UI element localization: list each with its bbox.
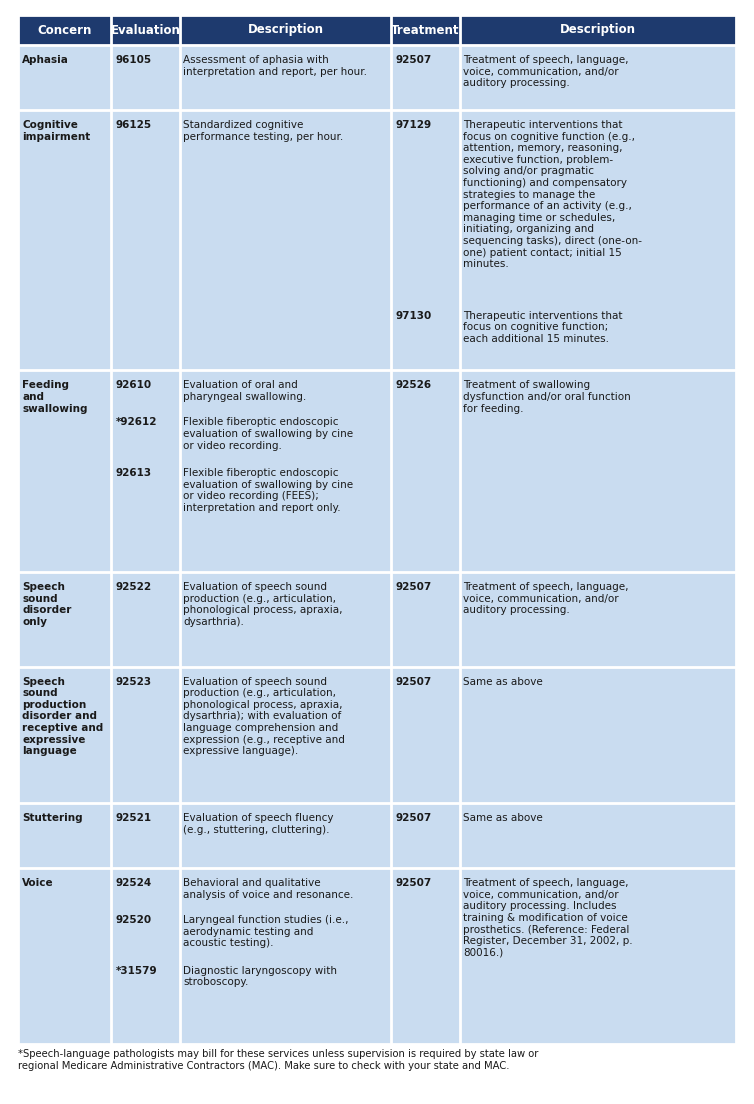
Text: 96125: 96125 xyxy=(115,120,152,130)
Text: 92507: 92507 xyxy=(396,677,432,687)
Text: Same as above: Same as above xyxy=(463,814,543,824)
Text: Laryngeal function studies (i.e.,
aerodynamic testing and
acoustic testing).: Laryngeal function studies (i.e., aerody… xyxy=(183,915,348,948)
Text: Assessment of aphasia with
interpretation and report, per hour.: Assessment of aphasia with interpretatio… xyxy=(183,55,367,76)
Text: Stuttering: Stuttering xyxy=(22,814,83,824)
Text: 92520: 92520 xyxy=(115,915,152,925)
Text: 92507: 92507 xyxy=(396,814,432,824)
Text: Diagnostic laryngoscopy with
stroboscopy.: Diagnostic laryngoscopy with stroboscopy… xyxy=(183,966,337,987)
Text: Evaluation of speech sound
production (e.g., articulation,
phonological process,: Evaluation of speech sound production (e… xyxy=(183,582,342,627)
Text: Flexible fiberoptic endoscopic
evaluation of swallowing by cine
or video recordi: Flexible fiberoptic endoscopic evaluatio… xyxy=(183,468,353,512)
Text: *Speech-language pathologists may bill for these services unless supervision is : *Speech-language pathologists may bill f… xyxy=(18,1049,538,1071)
Text: 92613: 92613 xyxy=(115,468,152,478)
Text: 97130: 97130 xyxy=(396,310,432,320)
Text: Concern: Concern xyxy=(38,23,92,36)
Text: Behavioral and qualitative
analysis of voice and resonance.: Behavioral and qualitative analysis of v… xyxy=(183,879,354,900)
Text: Cognitive
impairment: Cognitive impairment xyxy=(22,120,90,141)
Text: 92523: 92523 xyxy=(115,677,152,687)
Text: Treatment of speech, language,
voice, communication, and/or
auditory processing.: Treatment of speech, language, voice, co… xyxy=(463,582,629,615)
Text: Aphasia: Aphasia xyxy=(22,55,69,65)
Text: Flexible fiberoptic endoscopic
evaluation of swallowing by cine
or video recordi: Flexible fiberoptic endoscopic evaluatio… xyxy=(183,417,353,450)
Text: 96105: 96105 xyxy=(115,55,152,65)
Text: Same as above: Same as above xyxy=(463,677,543,687)
Text: Speech
sound
disorder
only: Speech sound disorder only xyxy=(22,582,72,627)
Text: Description: Description xyxy=(559,23,636,36)
Text: Voice: Voice xyxy=(22,879,54,889)
Text: 97129: 97129 xyxy=(396,120,432,130)
Text: 92526: 92526 xyxy=(396,381,432,391)
Text: *92612: *92612 xyxy=(115,417,157,427)
Text: Speech
sound
production
disorder and
receptive and
expressive
language: Speech sound production disorder and rec… xyxy=(22,677,103,756)
Bar xyxy=(18,15,736,45)
Text: Evaluation of speech fluency
(e.g., stuttering, cluttering).: Evaluation of speech fluency (e.g., stut… xyxy=(183,814,333,835)
Text: 92522: 92522 xyxy=(115,582,152,592)
Text: 92507: 92507 xyxy=(396,55,432,65)
Text: 92507: 92507 xyxy=(396,879,432,889)
Text: 92507: 92507 xyxy=(396,582,432,592)
Text: Description: Description xyxy=(247,23,323,36)
Text: Treatment: Treatment xyxy=(391,23,460,36)
Text: Treatment of speech, language,
voice, communication, and/or
auditory processing.: Treatment of speech, language, voice, co… xyxy=(463,879,633,958)
Text: Standardized cognitive
performance testing, per hour.: Standardized cognitive performance testi… xyxy=(183,120,343,141)
Text: Treatment of speech, language,
voice, communication, and/or
auditory processing.: Treatment of speech, language, voice, co… xyxy=(463,55,629,88)
Text: Feeding
and
swallowing: Feeding and swallowing xyxy=(22,381,87,414)
Text: 92521: 92521 xyxy=(115,814,152,824)
Text: Therapeutic interventions that
focus on cognitive function (e.g.,
attention, mem: Therapeutic interventions that focus on … xyxy=(463,120,642,269)
Text: 92610: 92610 xyxy=(115,381,152,391)
Text: Evaluation: Evaluation xyxy=(111,23,180,36)
Text: Therapeutic interventions that
focus on cognitive function;
each additional 15 m: Therapeutic interventions that focus on … xyxy=(463,310,623,343)
Text: Evaluation of speech sound
production (e.g., articulation,
phonological process,: Evaluation of speech sound production (e… xyxy=(183,677,345,756)
Text: 92524: 92524 xyxy=(115,879,152,889)
Text: *31579: *31579 xyxy=(115,966,157,976)
Text: Treatment of swallowing
dysfunction and/or oral function
for feeding.: Treatment of swallowing dysfunction and/… xyxy=(463,381,631,414)
Text: Evaluation of oral and
pharyngeal swallowing.: Evaluation of oral and pharyngeal swallo… xyxy=(183,381,306,402)
